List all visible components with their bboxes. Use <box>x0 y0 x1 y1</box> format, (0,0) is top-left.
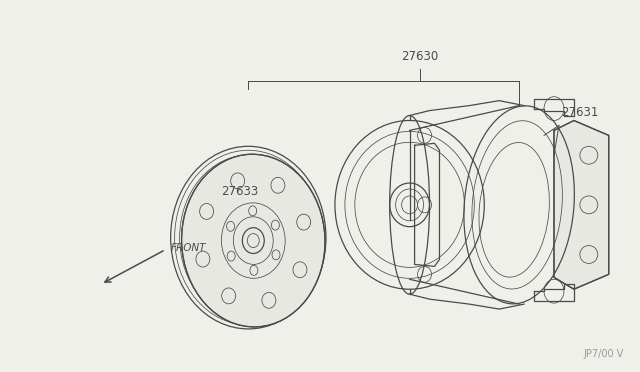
Polygon shape <box>554 121 609 289</box>
Text: 27630: 27630 <box>401 50 438 63</box>
Text: 27631: 27631 <box>561 106 598 119</box>
Text: FRONT: FRONT <box>171 243 206 253</box>
Ellipse shape <box>182 154 325 327</box>
Text: JP7/00 V: JP7/00 V <box>583 349 623 359</box>
Text: 27633: 27633 <box>221 185 259 198</box>
